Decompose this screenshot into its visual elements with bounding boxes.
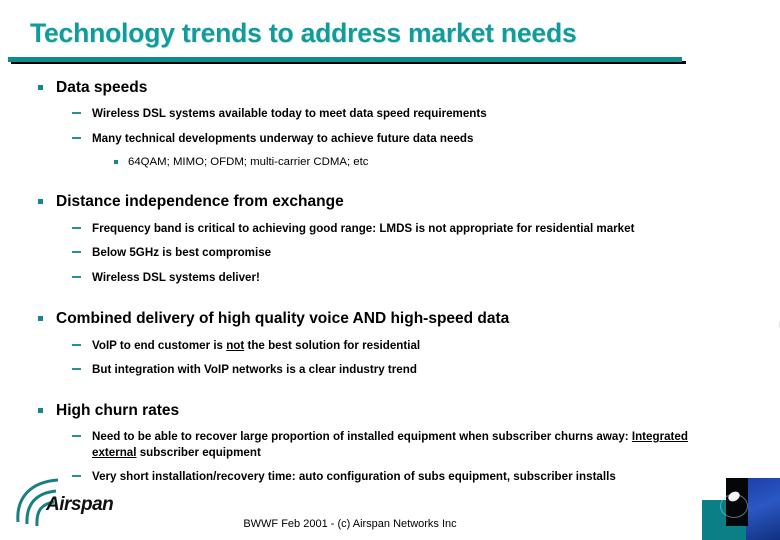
bullet-level2: Below 5GHz is best compromise — [0, 245, 700, 261]
bullet-group-distance-independence: Distance independence from exchange Freq… — [0, 192, 700, 285]
bullet-group-data-speeds: Data speeds Wireless DSL systems availab… — [0, 78, 700, 170]
title-block: Technology trends to address market need… — [30, 18, 680, 48]
bullet-level2-label: Frequency band is critical to achieving … — [92, 221, 635, 235]
dash-marker-icon — [72, 251, 81, 254]
bullet-level2-label: But integration with VoIP networks is a … — [92, 363, 417, 377]
bullet-level2: But integration with VoIP networks is a … — [0, 362, 700, 378]
bullet-level2-text-post: the best solution for residential — [244, 338, 421, 352]
bullet-level2: Wireless DSL systems deliver! — [0, 270, 700, 286]
bullet-level2-text-emphasis: not — [226, 338, 245, 352]
bullet-level3: 64QAM; MIMO; OFDM; multi-carrier CDMA; e… — [0, 155, 700, 170]
bullet-level2: Need to be able to recover large proport… — [0, 429, 700, 460]
website-branding: www.airspan.com — [706, 0, 780, 500]
bullet-marker-icon — [38, 316, 43, 322]
dash-marker-icon — [72, 343, 81, 346]
bullet-level1: Combined delivery of high quality voice … — [0, 309, 700, 328]
corner-blue-panel — [746, 478, 780, 540]
bullet-level1-label: Combined delivery of high quality voice … — [56, 310, 510, 328]
bullet-level2: Wireless DSL systems available today to … — [0, 106, 700, 122]
dash-marker-icon — [72, 226, 81, 229]
title-divider-shadow — [11, 61, 686, 64]
dash-marker-icon — [72, 368, 81, 371]
title-divider — [8, 57, 686, 65]
bullet-level1: High churn rates — [0, 401, 700, 420]
dash-marker-icon — [72, 475, 81, 478]
bullet-level1-label: Distance independence from exchange — [56, 193, 344, 211]
corner-decoration-image — [702, 478, 780, 540]
bullet-level2-text-emphasis: Integrated — [631, 430, 688, 444]
bullet-level2-text-pre: VoIP to end customer is — [92, 338, 227, 352]
bullet-level2-label: Below 5GHz is best compromise — [92, 246, 272, 260]
airspan-logo: Airspan — [8, 474, 133, 532]
bullet-marker-icon — [38, 407, 43, 413]
slide-footer: BWWF Feb 2001 - (c) Airspan Networks Inc — [243, 518, 457, 530]
title-divider-line — [8, 57, 682, 62]
bullet-level2-label: Wireless DSL systems available today to … — [92, 107, 487, 121]
bullet-marker-icon — [38, 85, 43, 90]
bullet-level2: Very short installation/recovery time: a… — [0, 469, 700, 485]
bullet-marker-icon — [114, 160, 118, 165]
airspan-logo-arcs-icon — [16, 478, 59, 527]
airspan-logo-wordmark: Airspan — [46, 494, 114, 515]
page-title: Technology trends to address market need… — [30, 18, 577, 48]
bullet-level1: Distance independence from exchange — [0, 192, 700, 211]
dash-marker-icon — [72, 275, 81, 278]
dash-marker-icon — [72, 435, 81, 438]
website-url-text: www.airspan.com — [771, 95, 780, 470]
bullet-level2: VoIP to end customer is not the best sol… — [0, 338, 700, 354]
bullet-level1: Data speeds — [0, 78, 700, 97]
bullet-level1-label: High churn rates — [56, 401, 180, 419]
bullet-level2-text-emphasis-2: external — [92, 445, 137, 459]
bullet-level1-label: Data speeds — [56, 79, 148, 96]
bullet-level2-label: Wireless DSL systems deliver! — [92, 270, 260, 284]
bullet-level2: Many technical developments underway to … — [0, 131, 700, 147]
dash-marker-icon — [72, 112, 81, 115]
slide-body: Data speeds Wireless DSL systems availab… — [0, 78, 700, 485]
bullet-level2-text-pre: Need to be able to recover large proport… — [92, 430, 632, 444]
bullet-level2-label: Many technical developments underway to … — [92, 131, 474, 145]
dash-marker-icon — [72, 136, 81, 139]
bullet-level2: Frequency band is critical to achieving … — [0, 221, 700, 237]
bullet-level3-label: 64QAM; MIMO; OFDM; multi-carrier CDMA; e… — [128, 156, 369, 169]
bullet-level2-label: Very short installation/recovery time: a… — [92, 470, 616, 484]
bullet-group-high-churn-rates: High churn rates Need to be able to reco… — [0, 401, 700, 485]
bullet-level2-text-post: subscriber equipment — [136, 445, 261, 459]
bullet-marker-icon — [38, 199, 43, 205]
bullet-group-combined-delivery: Combined delivery of high quality voice … — [0, 309, 700, 377]
